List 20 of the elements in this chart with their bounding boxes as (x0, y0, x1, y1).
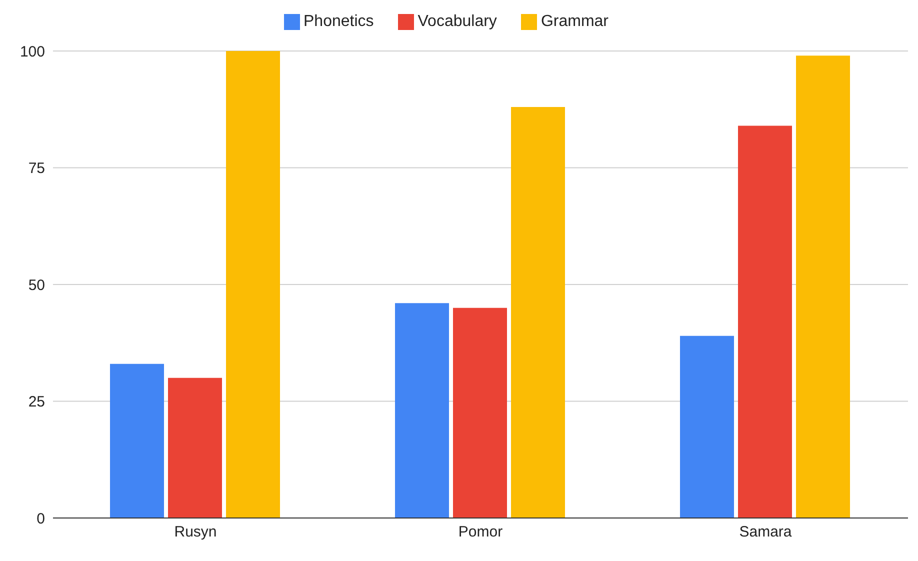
bar (110, 364, 164, 518)
y-tick-label: 100 (20, 43, 45, 60)
bar (395, 303, 449, 518)
bar (226, 51, 280, 518)
bar (168, 378, 222, 518)
bar (680, 336, 734, 518)
y-tick-label: 50 (28, 276, 45, 294)
legend-label: Vocabulary (418, 13, 497, 30)
x-tick-label: Pomor (458, 524, 503, 541)
legend-label: Grammar (540, 13, 608, 30)
x-tick-label: Rusyn (174, 524, 217, 541)
bar (738, 126, 792, 518)
bar (453, 308, 507, 518)
y-tick-label: 25 (28, 394, 45, 411)
legend-label: Phonetics (304, 13, 374, 30)
bar (511, 107, 565, 518)
y-tick-label: 75 (28, 160, 45, 178)
bar (796, 56, 850, 518)
x-tick-label: Samara (739, 524, 792, 541)
y-tick-label: 0 (36, 510, 45, 528)
